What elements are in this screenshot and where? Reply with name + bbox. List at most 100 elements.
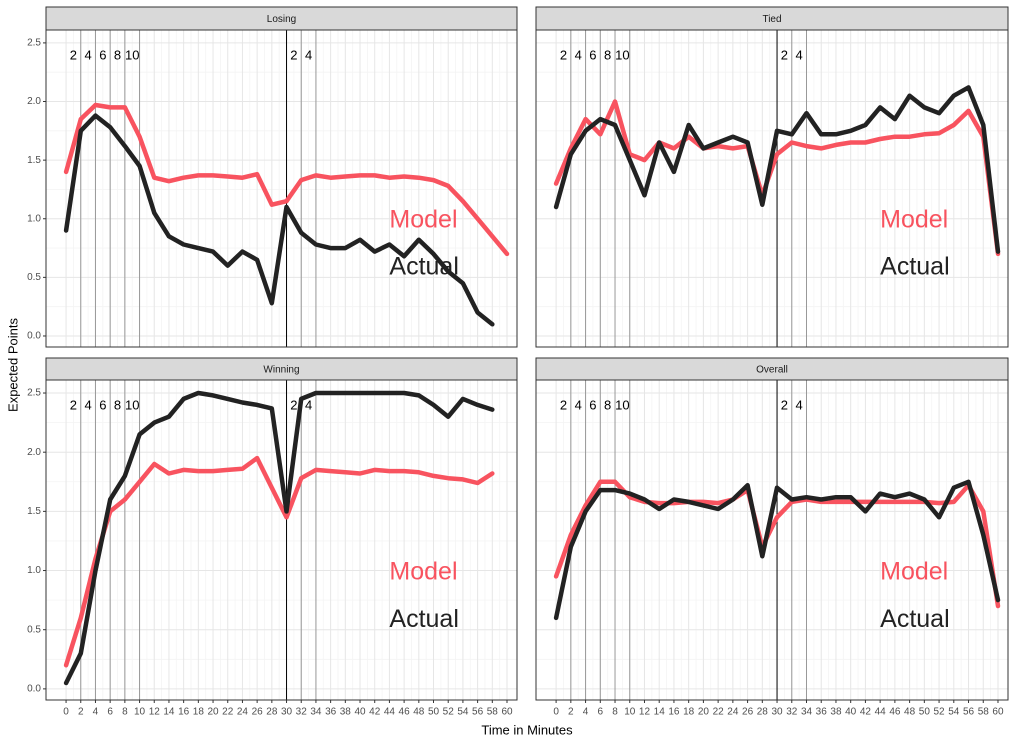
- reference-label: 8: [604, 47, 611, 62]
- strip-title: Overall: [756, 365, 788, 376]
- x-tick-label: 28: [757, 707, 769, 718]
- legend-label: Actual: [389, 605, 458, 633]
- x-tick-label: 60: [992, 707, 1004, 718]
- x-tick-label: 42: [860, 707, 872, 718]
- reference-label: 4: [84, 397, 91, 412]
- y-tick-label: 0.0: [27, 684, 41, 695]
- reference-label: 2: [70, 397, 77, 412]
- strip: [45, 6, 518, 31]
- reference-label: 8: [114, 397, 121, 412]
- x-tick-label: 6: [107, 707, 113, 718]
- x-tick-label: 16: [668, 707, 680, 718]
- x-tick-label: 14: [163, 707, 175, 718]
- legend-label: Actual: [880, 253, 949, 281]
- reference-label: 4: [305, 47, 312, 62]
- reference-label: 6: [589, 397, 596, 412]
- x-tick-label: 48: [904, 707, 916, 718]
- x-tick-label: 12: [149, 707, 161, 718]
- x-tick-label: 42: [369, 707, 381, 718]
- x-tick-label: 40: [354, 707, 366, 718]
- reference-label: 10: [615, 47, 629, 62]
- x-tick-label: 12: [639, 707, 651, 718]
- reference-label: 4: [305, 397, 312, 412]
- y-tick-label: 2.0: [27, 447, 41, 458]
- panel-background: [536, 380, 1008, 700]
- legend-label: Actual: [880, 605, 949, 633]
- x-tick-label: 20: [207, 707, 219, 718]
- x-tick-label: 0: [553, 707, 559, 718]
- x-tick-label: 30: [771, 707, 783, 718]
- x-tick-label: 44: [384, 707, 396, 718]
- x-tick-label: 38: [340, 707, 352, 718]
- x-tick-label: 18: [193, 707, 205, 718]
- reference-label: 6: [99, 47, 106, 62]
- series-line: [63, 455, 495, 668]
- reference-label: 10: [125, 397, 139, 412]
- x-tick-label: 36: [325, 707, 337, 718]
- strip-title: Tied: [762, 14, 781, 25]
- x-tick-label: 48: [413, 707, 425, 718]
- x-tick-label: 46: [399, 707, 411, 718]
- x-tick-label: 28: [266, 707, 278, 718]
- series-line: [553, 479, 1001, 621]
- x-tick-label: 6: [598, 707, 604, 718]
- x-tick-label: 56: [472, 707, 484, 718]
- x-tick-label: 52: [934, 707, 946, 718]
- legend-label: Model: [880, 558, 948, 586]
- strip: [535, 6, 1009, 31]
- reference-label: 4: [796, 397, 803, 412]
- y-tick-label: 0.5: [27, 624, 41, 635]
- legend-label: Actual: [389, 253, 458, 281]
- reference-label: 2: [290, 397, 297, 412]
- x-tick-label: 30: [281, 707, 293, 718]
- x-tick-label: 26: [252, 707, 264, 718]
- x-tick-label: 26: [742, 707, 754, 718]
- x-tick-label: 54: [948, 707, 960, 718]
- strip: [45, 357, 518, 381]
- series-line: [63, 390, 495, 686]
- reference-label: 2: [70, 47, 77, 62]
- reference-label: 4: [796, 47, 803, 62]
- x-tick-label: 4: [93, 707, 99, 718]
- x-tick-label: 60: [501, 707, 513, 718]
- x-tick-label: 58: [487, 707, 499, 718]
- x-tick-label: 0: [63, 707, 69, 718]
- x-tick-label: 2: [568, 707, 574, 718]
- reference-label: 8: [114, 47, 121, 62]
- x-tick-label: 34: [310, 707, 322, 718]
- x-tick-label: 8: [122, 707, 128, 718]
- series-line: [63, 113, 495, 327]
- reference-label: 2: [560, 397, 567, 412]
- y-axis-title: Expected Points: [5, 318, 20, 412]
- x-tick-label: 54: [457, 707, 469, 718]
- x-tick-label: 22: [713, 707, 725, 718]
- x-tick-label: 22: [222, 707, 234, 718]
- series-line: [553, 99, 1001, 257]
- panel-background: [46, 380, 517, 700]
- x-tick-label: 32: [786, 707, 798, 718]
- x-tick-label: 8: [612, 707, 618, 718]
- strip-title: Losing: [267, 14, 296, 25]
- strip-title: Winning: [263, 365, 299, 376]
- x-tick-label: 10: [624, 707, 636, 718]
- strip: [535, 357, 1009, 381]
- x-tick-label: 24: [237, 707, 249, 718]
- reference-label: 2: [290, 47, 297, 62]
- x-tick-label: 44: [875, 707, 887, 718]
- x-tick-label: 24: [727, 707, 739, 718]
- legend-label: Model: [880, 206, 948, 234]
- x-tick-label: 58: [978, 707, 990, 718]
- x-tick-label: 50: [428, 707, 440, 718]
- x-tick-label: 56: [963, 707, 975, 718]
- reference-label: 4: [575, 397, 582, 412]
- reference-label: 8: [604, 397, 611, 412]
- legend-label: Model: [389, 558, 457, 586]
- reference-label: 2: [560, 47, 567, 62]
- panel-background: [46, 30, 517, 347]
- x-tick-label: 2: [78, 707, 84, 718]
- x-axis-title: Time in Minutes: [481, 722, 573, 737]
- x-tick-label: 20: [698, 707, 710, 718]
- y-tick-label: 1.0: [27, 213, 41, 224]
- y-tick-label: 2.0: [27, 96, 41, 107]
- series-line: [63, 102, 510, 257]
